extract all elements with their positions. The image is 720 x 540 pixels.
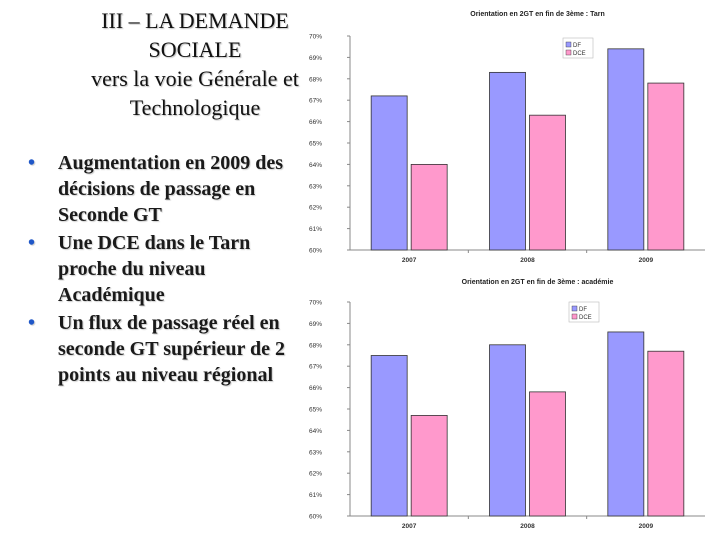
y-tick-label: 60% bbox=[309, 248, 322, 255]
bullet-item: • Une DCE dans le Tarn proche du niveau … bbox=[28, 230, 288, 308]
x-tick-label: 2008 bbox=[520, 523, 535, 530]
bar-df-2007 bbox=[370, 95, 408, 251]
x-tick-label: 2009 bbox=[639, 257, 654, 264]
y-tick-label: 60% bbox=[309, 514, 322, 521]
y-tick-label: 65% bbox=[309, 407, 322, 414]
legend-label-df: DF bbox=[573, 43, 581, 49]
y-tick-label: 66% bbox=[309, 119, 322, 126]
title-line-3: vers la voie Générale et bbox=[91, 66, 299, 91]
legend-label-dce: DCE bbox=[573, 51, 586, 57]
y-tick-label: 66% bbox=[309, 385, 322, 392]
legend-swatch-dce bbox=[571, 313, 578, 320]
y-tick-label: 68% bbox=[309, 342, 322, 349]
bullet-item: • Un flux de passage réel en seconde GT … bbox=[28, 310, 288, 388]
bar-dce-2007 bbox=[410, 163, 448, 251]
x-tick-label: 2007 bbox=[402, 257, 417, 264]
bullet-text: Augmentation en 2009 des décisions de pa… bbox=[58, 152, 284, 226]
y-tick-label: 62% bbox=[309, 471, 322, 478]
y-tick-label: 63% bbox=[309, 449, 322, 456]
title-line-2: SOCIALE bbox=[148, 37, 242, 62]
x-tick-label: 2008 bbox=[520, 257, 535, 264]
y-tick-label: 65% bbox=[309, 141, 322, 148]
slide-title: III – LA DEMANDE SOCIALE vers la voie Gé… bbox=[70, 6, 320, 122]
bullet-icon: • bbox=[28, 312, 36, 334]
y-tick-label: 61% bbox=[309, 226, 322, 233]
legend-label-df: DF bbox=[579, 307, 587, 313]
y-tick-label: 67% bbox=[309, 98, 322, 105]
y-tick-label: 64% bbox=[309, 162, 322, 169]
y-tick-label: 70% bbox=[309, 34, 322, 41]
bar-dce-2007 bbox=[410, 415, 448, 517]
y-tick-label: 69% bbox=[309, 55, 322, 62]
x-tick-label: 2007 bbox=[402, 523, 417, 530]
bullet-text: Une DCE dans le Tarn proche du niveau Ac… bbox=[58, 232, 251, 306]
chart-academie: Orientation en 2GT en fin de 3ème : acad… bbox=[309, 279, 705, 530]
title-line-4: Technologique bbox=[129, 95, 261, 120]
chart-title: Orientation en 2GT en fin de 3ème : acad… bbox=[462, 279, 614, 286]
legend-label-dce: DCE bbox=[579, 315, 592, 321]
bullet-list: • Augmentation en 2009 des décisions de … bbox=[28, 150, 288, 390]
bullet-icon: • bbox=[28, 152, 36, 174]
y-tick-label: 68% bbox=[309, 76, 322, 83]
y-tick-label: 70% bbox=[309, 300, 322, 307]
chart-legend: DF DCE bbox=[568, 301, 600, 323]
bar-df-2009 bbox=[607, 48, 645, 251]
legend-swatch-df bbox=[565, 41, 572, 48]
legend-swatch-dce bbox=[565, 49, 572, 56]
y-tick-label: 69% bbox=[309, 321, 322, 328]
y-tick-label: 62% bbox=[309, 205, 322, 212]
x-tick-label: 2009 bbox=[639, 523, 654, 530]
bar-df-2007 bbox=[370, 355, 408, 517]
bar-dce-2009 bbox=[647, 82, 685, 251]
legend-swatch-df bbox=[571, 305, 578, 312]
chart-title: Orientation en 2GT en fin de 3ème : Tarn bbox=[470, 11, 604, 18]
bar-df-2009 bbox=[607, 331, 645, 517]
bar-dce-2008 bbox=[529, 391, 566, 517]
bullet-item: • Augmentation en 2009 des décisions de … bbox=[28, 150, 288, 228]
bar-dce-2009 bbox=[647, 350, 685, 517]
bar-dce-2008 bbox=[529, 114, 566, 251]
title-line-1: III – LA DEMANDE bbox=[101, 8, 289, 33]
y-tick-label: 64% bbox=[309, 428, 322, 435]
bar-df-2008 bbox=[489, 344, 526, 517]
bullet-text: Un flux de passage réel en seconde GT su… bbox=[58, 312, 286, 386]
bullet-icon: • bbox=[28, 232, 36, 254]
bar-df-2008 bbox=[489, 71, 526, 251]
chart-legend: DF DCE bbox=[562, 37, 594, 59]
y-tick-label: 61% bbox=[309, 492, 322, 499]
chart-tarn: Orientation en 2GT en fin de 3ème : Tarn… bbox=[309, 11, 705, 264]
y-tick-label: 63% bbox=[309, 183, 322, 190]
y-tick-label: 67% bbox=[309, 364, 322, 371]
